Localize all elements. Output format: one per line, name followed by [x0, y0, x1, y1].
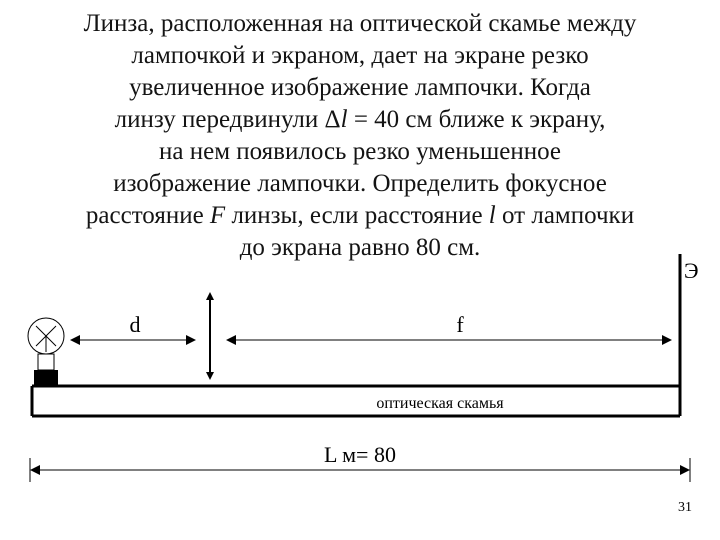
optics-diagram: оптическая скамья d f L м= 80 Э: [0, 0, 720, 540]
total-distance-label: L м= 80: [324, 442, 396, 467]
slide-number: 31: [678, 500, 692, 516]
screen-label: Э: [684, 258, 699, 283]
f-label: f: [456, 312, 464, 337]
bench-label: оптическая скамья: [376, 395, 504, 412]
d-label: d: [130, 312, 141, 337]
